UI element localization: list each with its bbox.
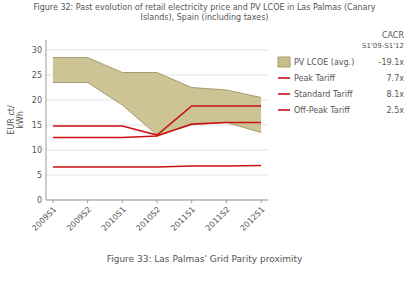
y-tick-label: 5 bbox=[37, 171, 42, 180]
x-tick-label: 2009S1 bbox=[30, 205, 58, 233]
grid-line bbox=[46, 175, 268, 176]
grid-line bbox=[46, 150, 268, 151]
x-tick bbox=[122, 200, 123, 203]
legend-swatch bbox=[278, 109, 290, 111]
legend-value: 7.7x bbox=[387, 74, 405, 83]
y-tick-label: 30 bbox=[32, 46, 42, 55]
x-tick-label: 2010S1 bbox=[100, 205, 128, 233]
annotation: Figure 33: Las Palmas' Grid Parity proxi… bbox=[107, 254, 303, 264]
legend-label: PV LCOE (avg.) bbox=[294, 58, 354, 67]
legend-label: Standard Tariff bbox=[294, 90, 353, 99]
legend-header: CACR bbox=[382, 31, 405, 40]
y-tick-label: 0 bbox=[37, 196, 42, 205]
legend-label: Peak Tariff bbox=[294, 74, 336, 83]
x-tick bbox=[87, 200, 88, 203]
legend-swatch bbox=[278, 57, 290, 67]
x-tick-label: 2009S2 bbox=[65, 205, 93, 233]
x-tick bbox=[261, 200, 262, 203]
legend-value: -19.1x bbox=[379, 58, 405, 67]
x-tick bbox=[52, 200, 53, 203]
grid-line bbox=[46, 50, 268, 51]
x-tick-label: 2010S2 bbox=[134, 205, 162, 233]
y-tick-label: 15 bbox=[32, 121, 42, 130]
legend-swatch bbox=[278, 93, 290, 95]
plot-area bbox=[53, 58, 261, 168]
legend-value: 8.1x bbox=[387, 90, 405, 99]
x-tick-label: 2012S1 bbox=[238, 205, 266, 233]
x-tick-label: 2011S2 bbox=[204, 205, 232, 233]
tariff-line bbox=[53, 123, 261, 138]
x-tick-label: 2011S1 bbox=[169, 205, 197, 233]
legend-header: S1'09-S1'12 bbox=[362, 42, 404, 50]
legend-value: 2.5x bbox=[387, 106, 405, 115]
pv-band-edge bbox=[53, 83, 261, 136]
title: Figure 32: Past evolution of retail elec… bbox=[33, 3, 375, 22]
y-tick-label: 10 bbox=[32, 146, 42, 155]
legend-swatch bbox=[278, 77, 290, 79]
y-tick-label: 20 bbox=[32, 96, 42, 105]
x-tick bbox=[191, 200, 192, 203]
pv-band-edge bbox=[53, 58, 261, 98]
pv-band bbox=[53, 58, 261, 136]
tariff-line bbox=[53, 166, 261, 168]
y-axis-label: EUR ct/kWh bbox=[7, 105, 25, 135]
tariff-line bbox=[53, 106, 261, 135]
legend-label: Off-Peak Tariff bbox=[294, 106, 350, 115]
y-axis bbox=[46, 40, 47, 200]
x-tick bbox=[157, 200, 158, 203]
chart: Figure 32: Past evolution of retail elec… bbox=[0, 0, 409, 289]
y-tick-label: 25 bbox=[32, 71, 42, 80]
x-tick bbox=[226, 200, 227, 203]
